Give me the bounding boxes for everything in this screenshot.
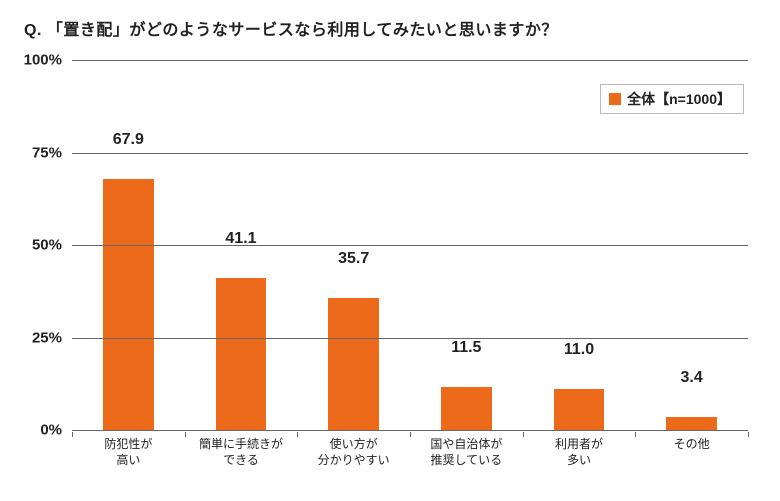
plot-area: 67.9 41.135.7 11.511.0 3.4 (72, 60, 748, 430)
gridline (72, 60, 748, 61)
gridline (72, 430, 748, 431)
x-category-label: 防犯性が 高い (72, 436, 185, 468)
y-tick-label: 100% (24, 52, 62, 69)
x-category-label: 簡単に手続きが できる (185, 436, 298, 468)
y-tick-label: 0% (40, 422, 62, 439)
bar-chart: Q. 「置き配」がどのようなサービスなら利用してみたいと思いますか？ 0% 25%… (0, 0, 780, 501)
y-tick-label: 50% (32, 237, 62, 254)
x-axis-labels: 防犯性が 高い簡単に手続きが できる使い方が 分かりやすい国や自治体が 推奨して… (72, 432, 748, 492)
legend-swatch (609, 93, 621, 105)
x-category-label: 利用者が 多い (523, 436, 636, 468)
x-category-label: 国や自治体が 推奨している (410, 436, 523, 468)
bar (441, 387, 492, 430)
chart-title: Q. 「置き配」がどのようなサービスなら利用してみたいと思いますか？ (24, 16, 558, 40)
x-tick (748, 432, 749, 437)
y-tick-label: 25% (32, 329, 62, 346)
legend-text: 全体【n=1000】 (627, 89, 731, 109)
y-tick-label: 75% (32, 144, 62, 161)
gridline (72, 245, 748, 246)
bar-value-label: 11.5 (410, 339, 523, 363)
bar (554, 389, 605, 430)
bar (666, 417, 717, 430)
x-category-label: 使い方が 分かりやすい (297, 436, 410, 468)
y-axis-labels: 0%25%50%75%100% (0, 60, 68, 430)
bar-value-label: 35.7 (297, 250, 410, 274)
gridline (72, 153, 748, 154)
bar (328, 298, 379, 430)
bar-value-label: 67.9 (72, 131, 185, 155)
bar-value-label: 41.1 (185, 230, 298, 254)
bar (103, 179, 154, 430)
bar-value-label: 11.0 (523, 341, 636, 365)
gridline (72, 338, 748, 339)
bar-value-label: 3.4 (635, 369, 748, 393)
bar (216, 278, 267, 430)
legend: 全体【n=1000】 (600, 84, 744, 114)
x-category-label: その他 (635, 436, 748, 452)
